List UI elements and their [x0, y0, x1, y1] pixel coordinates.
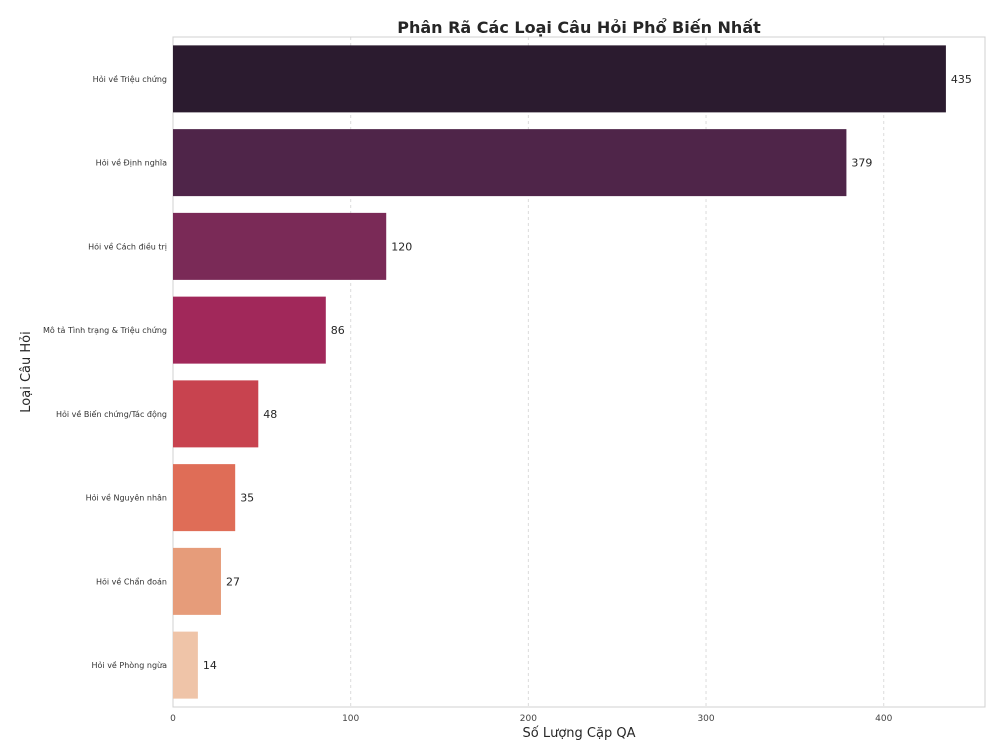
x-tick-label: 0 [170, 714, 176, 724]
x-tick-label: 100 [342, 714, 359, 724]
data-label: 14 [203, 659, 217, 672]
x-tick-label: 300 [697, 714, 714, 724]
x-axis-label: Số Lượng Cặp QA [523, 726, 636, 741]
data-label: 86 [331, 324, 345, 337]
y-tick-label: Hỏi về Triệu chứng [93, 74, 167, 84]
data-label: 48 [263, 408, 277, 421]
data-labels: 435 379 120 86 48 35 27 14 [203, 73, 972, 672]
x-tick-label: 200 [520, 714, 537, 724]
bar [173, 464, 236, 532]
chart-title: Phân Rã Các Loại Câu Hỏi Phổ Biến Nhất [397, 18, 761, 37]
bar [173, 45, 946, 113]
y-tick-label: Hỏi về Cách điều trị [88, 241, 167, 252]
y-tick-label: Hỏi về Phòng ngừa [92, 660, 168, 670]
data-label: 435 [951, 73, 972, 86]
x-tick-labels: 0 100 200 300 400 [170, 714, 892, 724]
bar [173, 129, 847, 197]
plot-frame [172, 36, 986, 708]
bar [173, 212, 387, 280]
bar [173, 547, 221, 615]
data-label: 35 [240, 492, 254, 505]
y-tick-labels: Hỏi về Triệu chứng Hỏi về Định nghĩa Hỏi v… [43, 74, 167, 670]
y-tick-label: Hỏi về Nguyên nhân [86, 493, 167, 503]
y-tick-label: Hỏi về Biến chứng/Tác động [56, 409, 167, 419]
data-label: 120 [391, 240, 412, 253]
data-label: 379 [851, 157, 872, 170]
y-axis-label: Loại Câu Hỏi [19, 331, 34, 412]
y-tick-label: Hỏi về Chẩn đoán [96, 576, 167, 586]
x-tick-label: 400 [875, 714, 892, 724]
y-tick-label: Mô tả Tình trạng & Triệu chứng [43, 325, 167, 336]
bars [173, 45, 946, 699]
bar [173, 296, 326, 364]
data-label: 27 [226, 575, 240, 588]
bar [173, 631, 198, 699]
bar [173, 380, 259, 448]
y-tick-label: Hỏi về Định nghĩa [96, 158, 167, 169]
